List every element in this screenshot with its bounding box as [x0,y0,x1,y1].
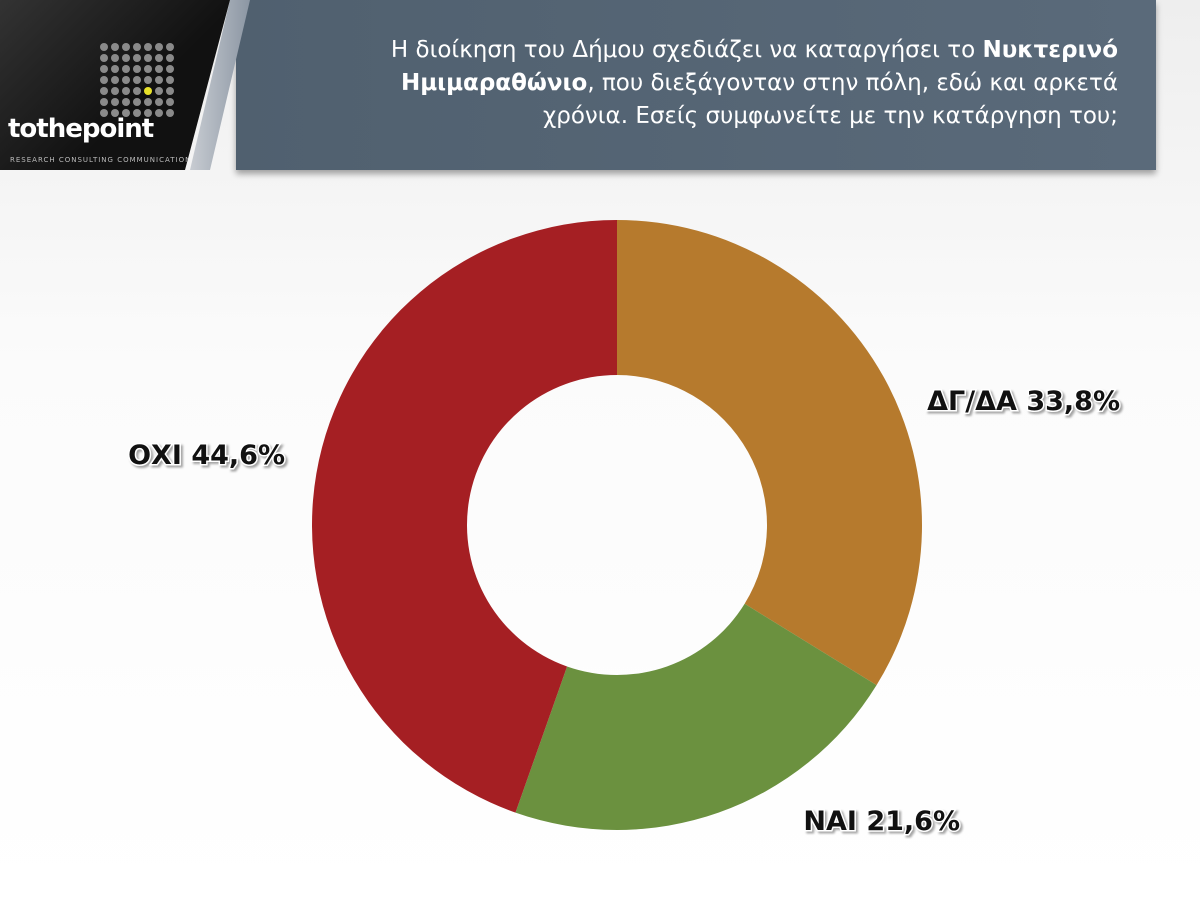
logo-dot [133,76,141,84]
logo-dot [133,65,141,73]
logo-dot [133,98,141,106]
data-label: ΝΑΙ 21,6% [803,806,960,837]
donut-segment [617,220,923,686]
logo-dot [111,76,119,84]
logo-dot [111,65,119,73]
logo-dot [133,54,141,62]
logo-dot [100,43,108,51]
logo-dot [111,54,119,62]
logo-dot [122,109,130,117]
logo-dot [144,109,152,117]
logo-dot [166,87,174,95]
logo-dot [100,87,108,95]
logo-dot [122,87,130,95]
logo-dot [122,54,130,62]
header [236,0,1156,170]
logo-dot [100,65,108,73]
title-bold: Νυκτερινό Ημιμαραθώνιο [400,37,1118,96]
logo-dot [133,109,141,117]
chart-title: Η διοίκηση του Δήμου σχεδιάζει να καταργ… [338,34,1118,133]
logo-name: tothepoint [8,114,154,144]
logo-dot [155,87,163,95]
logo-dot [111,87,119,95]
logo-dot [100,98,108,106]
logo-dot [144,54,152,62]
logo-tagline: RESEARCH CONSULTING COMMUNICATION [10,156,192,164]
logo-dot [122,98,130,106]
logo-dot [144,76,152,84]
data-label: ΟΧΙ 44,6% [128,440,285,471]
data-label: ΔΓ/ΔΑ 33,8% [927,386,1120,417]
logo-dot [111,109,119,117]
title-part: Η διοίκηση του Δήμου σχεδιάζει να καταργ… [390,37,983,63]
logo-dot [155,109,163,117]
donut-segment [515,603,877,831]
donut-segment [311,220,617,813]
logo-dot [166,76,174,84]
logo-dot [155,65,163,73]
logo-dot [155,76,163,84]
logo-dot [111,98,119,106]
logo-dot [133,87,141,95]
logo-dot [100,109,108,117]
logo-dot [166,54,174,62]
logo-dot [111,43,119,51]
logo-dot [100,76,108,84]
logo-dot [144,65,152,73]
label-category: ΔΓ/ΔΑ [927,386,1017,417]
title-part: , που διεξάγονταν στην πόλη, εδώ και αρκ… [542,70,1118,129]
logo-dot [166,98,174,106]
logo-dot [122,76,130,84]
logo-dot [144,43,152,51]
logo-dot [155,43,163,51]
logo-dot [122,43,130,51]
logo-dot [133,43,141,51]
logo-dot [166,43,174,51]
logo-dot [144,87,152,95]
logo-dot [155,98,163,106]
label-value: 44,6% [191,440,285,471]
logo-dot [166,65,174,73]
label-category: ΝΑΙ [803,806,857,837]
logo: tothepoint RESEARCH CONSULTING COMMUNICA… [0,0,230,170]
logo-dots [100,43,174,117]
logo-dot [155,54,163,62]
label-value: 21,6% [866,806,960,837]
logo-dot [100,54,108,62]
label-category: ΟΧΙ [128,440,182,471]
label-value: 33,8% [1026,386,1120,417]
logo-dot [122,65,130,73]
logo-dot [144,98,152,106]
logo-dot [166,109,174,117]
